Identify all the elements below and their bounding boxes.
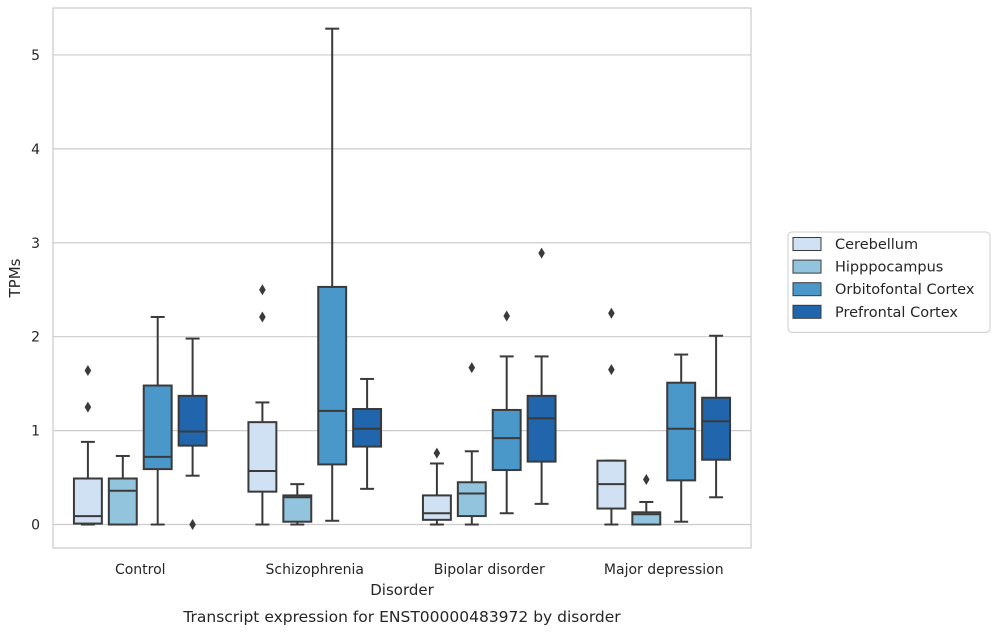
legend-swatch-orbitofontal-cortex <box>792 282 822 297</box>
box-body <box>701 396 732 461</box>
outlier-point <box>468 362 476 374</box>
x-tick-label-major-depression: Major depression <box>604 562 724 578</box>
x-axis-ticks: Control Schizophrenia Bipolar disorder Majo… <box>115 562 724 578</box>
legend-label-orbitofontal-cortex: Orbitofontal Cortex <box>835 282 975 298</box>
box-prefrontal-cortex-schizophrenia <box>352 377 383 490</box>
box-cerebellum-schizophrenia <box>247 284 278 526</box>
box-orbitofontal-cortex-schizophrenia <box>317 27 348 522</box>
box-orbitofontal-cortex-major-depression <box>666 353 697 523</box>
legend-frame <box>787 231 991 333</box>
box-hipppocampus-schizophrenia <box>282 483 313 526</box>
chart-caption: Transcript expression for ENST0000048397… <box>182 608 621 626</box>
outlier-point <box>84 401 92 413</box>
legend-label-prefrontal-cortex: Prefrontal Cortex <box>835 305 958 321</box>
box-body <box>631 511 662 526</box>
box-prefrontal-cortex-control <box>177 337 208 531</box>
outlier-point <box>608 364 615 376</box>
box-hipppocampus-bipolar-disorder <box>456 362 487 526</box>
x-axis-label: Disorder <box>370 581 434 599</box>
x-tick-label-schizophrenia: Schizophrenia <box>266 562 364 578</box>
plot-frame <box>52 7 752 549</box>
x-tick-label-control: Control <box>115 562 166 578</box>
y-tick-label-5: 5 <box>31 48 40 64</box>
box-cerebellum-major-depression <box>596 307 627 526</box>
box-prefrontal-cortex-bipolar-disorder <box>526 247 557 505</box>
legend-swatch-prefrontal-cortex <box>792 304 822 319</box>
box-body <box>491 408 522 472</box>
y-axis-label: TPMs <box>6 258 24 298</box>
legend-label-cerebellum: Cerebellum <box>835 237 918 253</box>
box-hipppocampus-major-depression <box>631 473 662 526</box>
outlier-point <box>84 365 92 377</box>
x-tick-label-bipolar-disorder: Bipolar disorder <box>434 562 545 578</box>
y-tick-label-4: 4 <box>31 142 40 158</box>
outlier-point <box>259 284 266 296</box>
box-body <box>247 421 278 493</box>
box-prefrontal-cortex-major-depression <box>701 334 732 499</box>
outlier-point <box>503 310 510 322</box>
box-body <box>456 481 487 518</box>
y-tick-label-3: 3 <box>31 236 40 252</box>
box-body <box>526 394 557 463</box>
y-tick-label-2: 2 <box>31 330 40 346</box>
outlier-point <box>643 473 650 485</box>
box-body <box>317 285 348 466</box>
y-tick-label-0: 0 <box>31 518 40 534</box>
box-body <box>142 384 173 471</box>
box-orbitofontal-cortex-control <box>142 315 173 526</box>
box-cerebellum-bipolar-disorder <box>421 447 452 526</box>
legend-swatch-cerebellum <box>792 237 822 251</box>
y-tick-label-1: 1 <box>31 424 40 440</box>
box-body <box>282 494 313 523</box>
legend-swatch-hipppocampus <box>792 259 822 274</box>
box-body <box>107 477 138 526</box>
outlier-point <box>433 447 441 459</box>
box-orbitofontal-cortex-bipolar-disorder <box>491 310 522 515</box>
box-body <box>666 381 697 482</box>
outlier-point <box>608 307 615 319</box>
box-body <box>177 394 208 447</box>
legend-label-hipppocampus: Hipppocampus <box>835 260 943 276</box>
outlier-point <box>259 311 266 323</box>
outlier-point <box>189 519 196 531</box>
box-cerebellum-control <box>72 365 103 526</box>
outlier-point <box>538 247 545 259</box>
box-body <box>421 494 452 521</box>
box-hipppocampus-control <box>107 454 138 526</box>
legend: Cerebellum Hipppocampus Orbitofontal Corte… <box>787 231 991 333</box>
box-plot-series <box>72 27 732 531</box>
y-axis-ticks: 0 1 2 3 4 5 <box>31 48 40 534</box>
